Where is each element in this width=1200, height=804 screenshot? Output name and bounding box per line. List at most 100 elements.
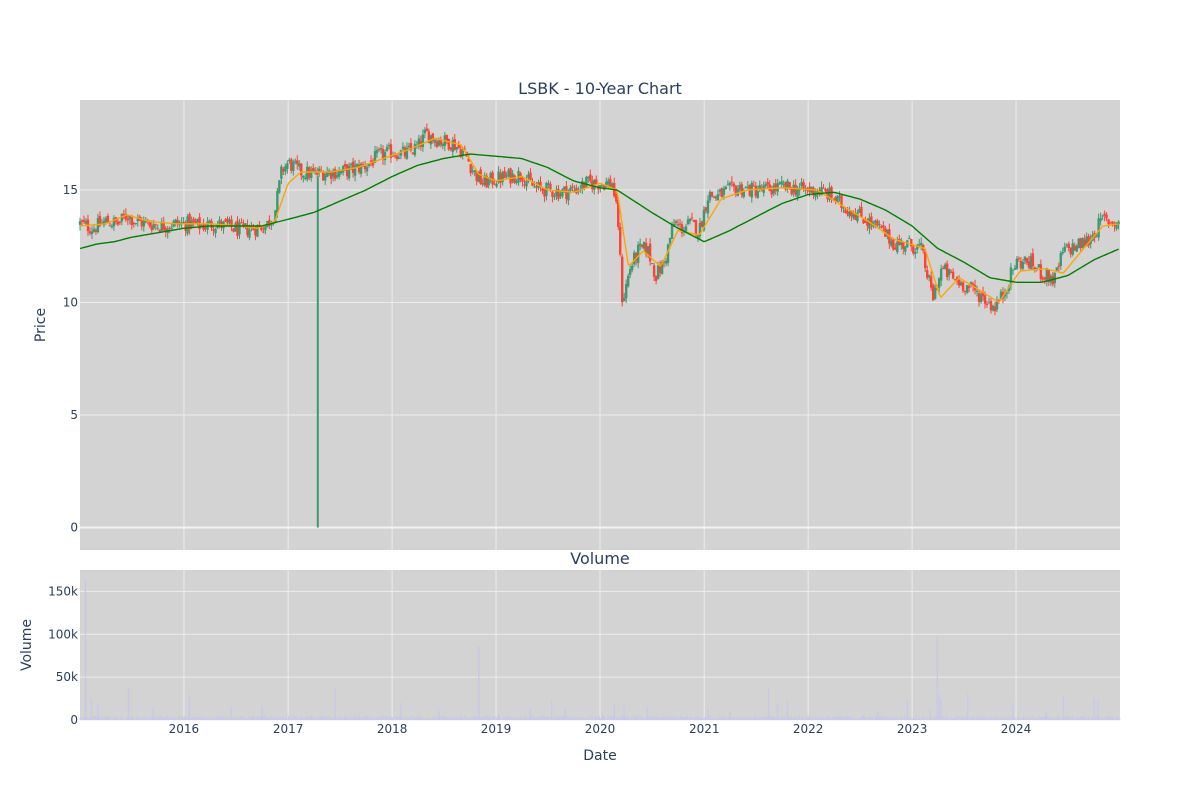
candle-body <box>294 160 297 162</box>
volume-bar <box>597 718 599 720</box>
volume-bar <box>842 717 844 720</box>
volume-bar <box>388 718 389 720</box>
volume-bar <box>682 718 684 720</box>
candle-body <box>838 196 841 198</box>
candle-body <box>423 130 427 134</box>
candle-body <box>296 160 299 165</box>
candle-body <box>890 240 893 246</box>
volume-bar <box>193 715 195 720</box>
volume-bar <box>537 718 539 720</box>
candle-body <box>1043 277 1047 280</box>
volume-bar <box>655 717 657 720</box>
volume-bar <box>604 715 606 720</box>
candle-body <box>435 141 439 147</box>
volume-bar <box>394 716 396 720</box>
volume-bar <box>800 718 802 720</box>
volume-bar-spike <box>967 694 969 720</box>
volume-bar <box>847 717 849 720</box>
volume-bar <box>784 716 786 720</box>
volume-bar <box>516 716 518 720</box>
volume-bar <box>227 719 229 720</box>
volume-bar <box>924 718 926 720</box>
candle-body <box>904 246 907 252</box>
volume-bar <box>994 717 996 720</box>
candle-body <box>204 227 207 229</box>
volume-bar <box>222 719 224 720</box>
volume-bar <box>309 718 311 720</box>
volume-bar <box>411 715 412 720</box>
volume-bar <box>1046 716 1048 720</box>
volume-bar <box>298 718 300 720</box>
volume-subplot-title: Volume <box>570 549 630 568</box>
volume-bar <box>528 717 530 720</box>
volume-bar <box>913 715 915 720</box>
candle-body <box>874 220 877 223</box>
volume-bar <box>406 718 408 720</box>
candle-body <box>375 150 379 154</box>
volume-bar <box>1010 718 1012 720</box>
volume-bar <box>247 718 248 720</box>
candle-body <box>128 215 132 220</box>
volume-bar <box>241 715 242 720</box>
candle-body <box>351 161 355 173</box>
volume-bar <box>243 717 245 720</box>
volume-bar <box>622 716 623 720</box>
volume-bar <box>1041 717 1043 720</box>
volume-bar <box>1119 718 1121 720</box>
volume-bar <box>293 715 295 720</box>
volume-bar <box>276 717 277 720</box>
candle-body <box>698 222 702 237</box>
volume-bar <box>705 716 707 720</box>
volume-bar <box>493 716 494 720</box>
volume-bar <box>405 716 407 720</box>
volume-bar <box>836 717 838 720</box>
volume-bar <box>617 716 619 720</box>
candle-body <box>1033 267 1037 271</box>
volume-bar <box>304 718 306 720</box>
volume-bar <box>165 716 167 720</box>
volume-bar <box>1053 719 1055 720</box>
volume-bar <box>908 718 910 720</box>
candle-body <box>1013 267 1017 270</box>
volume-bar <box>745 719 747 720</box>
candle-body <box>451 140 454 152</box>
candle-body <box>929 276 933 288</box>
candle-body <box>276 190 279 213</box>
volume-bar <box>615 718 617 720</box>
volume-bar <box>412 715 414 720</box>
volume-bar <box>1033 718 1035 720</box>
volume-bar <box>142 716 144 720</box>
volume-bar <box>624 716 626 720</box>
volume-bar <box>182 717 184 720</box>
volume-bar <box>126 715 128 720</box>
candle-body <box>1073 245 1076 251</box>
candle-body <box>1085 236 1088 247</box>
candle-body <box>1011 269 1015 271</box>
candle-body <box>218 219 221 225</box>
volume-bar <box>527 717 529 720</box>
volume-bar <box>592 715 594 720</box>
candle-body <box>846 211 849 215</box>
candle-body <box>1041 277 1045 280</box>
volume-bar <box>105 716 107 720</box>
volume-bar <box>454 717 456 720</box>
volume-bar <box>530 715 532 720</box>
volume-bar <box>315 718 317 720</box>
volume-bar <box>118 718 120 720</box>
volume-bar <box>1091 716 1093 720</box>
volume-bar <box>855 718 857 720</box>
volume-bar <box>1084 716 1086 720</box>
volume-bar <box>326 716 328 720</box>
volume-bar <box>507 716 509 720</box>
volume-bar <box>292 718 294 720</box>
volume-bar <box>221 716 223 720</box>
candle-body <box>509 168 512 184</box>
volume-bar <box>1000 718 1002 720</box>
volume-bar <box>668 716 670 720</box>
candle-body <box>638 243 642 246</box>
volume-bar <box>630 717 632 720</box>
volume-bar <box>897 716 899 720</box>
volume-bar <box>826 717 828 720</box>
candle-body <box>758 185 761 191</box>
x-ticks: 2016 2017 2018 2019 2020 2021 2022 2023 2024 <box>169 722 1032 736</box>
